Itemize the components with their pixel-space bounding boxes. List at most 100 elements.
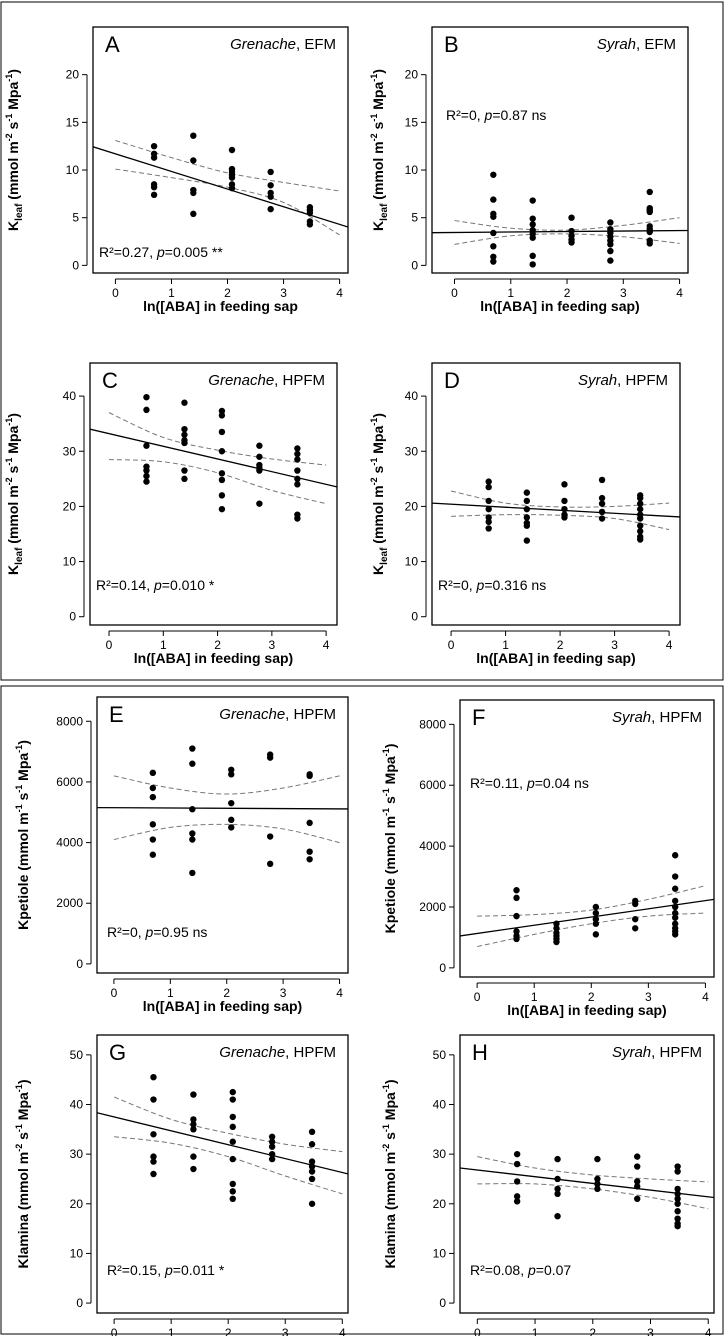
x-tick-label: 3	[620, 286, 627, 300]
regression-line	[97, 1112, 348, 1175]
y-tick-label: 20	[63, 499, 77, 513]
data-point	[143, 478, 150, 485]
panel-letter: E	[109, 702, 124, 727]
data-point	[594, 1175, 601, 1183]
data-point	[529, 197, 536, 204]
y-tick-label: 5	[411, 211, 418, 225]
plot-frame	[459, 1034, 715, 1314]
y-axis-label: Klamina (mmol m-2 s-1 Mpa-1)	[14, 1080, 31, 1269]
data-point	[256, 467, 263, 474]
y-tick-label: 40	[433, 1098, 447, 1112]
data-point	[190, 1091, 197, 1098]
y-tick-label: 2000	[56, 896, 83, 910]
x-tick-label: 0	[112, 286, 119, 300]
panel-b: 0 1 2 3 4 ln([ABA] in feeding sap) 0 5 10 15 20 Kle…	[369, 26, 689, 314]
data-point	[267, 193, 274, 200]
x-tick-label: 1	[168, 286, 175, 300]
data-point	[637, 522, 644, 529]
stat-annotation: R²=0.15, p=0.011 *	[107, 1262, 225, 1278]
ci-band-upper	[454, 217, 680, 231]
data-point	[634, 1178, 641, 1185]
data-point	[294, 475, 301, 483]
data-point	[150, 191, 158, 199]
data-point	[266, 754, 274, 761]
x-tick-label: 1	[532, 1326, 539, 1336]
data-point	[190, 157, 197, 164]
data-point	[228, 816, 235, 824]
data-point	[189, 745, 196, 752]
plot-area	[460, 1156, 714, 1210]
panel-letter: H	[472, 1040, 488, 1065]
data-point	[229, 1088, 236, 1096]
ci-band-lower	[477, 1183, 709, 1210]
data-point	[189, 830, 196, 837]
y-tick-label: 0	[76, 1296, 83, 1310]
data-point	[674, 1215, 681, 1222]
data-point	[150, 154, 158, 161]
y-tick-label: 20	[405, 68, 419, 82]
x-tick-label: 4	[666, 638, 673, 652]
data-point	[523, 497, 531, 505]
data-point	[594, 1185, 601, 1193]
data-point	[267, 182, 274, 189]
y-tick-label: 0	[69, 610, 76, 624]
x-tick-label: 1	[160, 638, 167, 652]
data-point	[637, 528, 644, 535]
data-point	[268, 1155, 276, 1163]
data-point	[671, 885, 679, 892]
data-point	[553, 938, 560, 946]
panel-cultivar: Grenache, HPFM	[219, 1044, 336, 1061]
data-point	[632, 915, 639, 923]
x-tick-label: 3	[647, 1326, 654, 1336]
panel-cultivar: Syrah, HPFM	[578, 372, 668, 389]
data-point	[149, 793, 157, 801]
data-point	[594, 1155, 601, 1163]
regression-line	[93, 146, 348, 228]
data-point	[143, 406, 150, 414]
x-axis-label: ln([ABA] in feeding sap)	[507, 1002, 666, 1018]
stat-annotation: R²=0, p=0.95 ns	[107, 924, 207, 940]
data-point	[228, 799, 235, 807]
regression-line	[432, 229, 688, 234]
data-point	[592, 931, 600, 938]
data-point	[598, 500, 606, 507]
panel-letter: F	[472, 705, 485, 730]
data-point	[554, 1190, 561, 1198]
data-point	[218, 407, 226, 415]
data-point	[671, 873, 679, 880]
y-tick-label: 50	[70, 1048, 84, 1062]
y-tick-label: 0	[76, 957, 83, 971]
y-tick-label: 50	[433, 1048, 447, 1062]
data-point	[256, 442, 263, 449]
x-tick-label: 3	[611, 638, 618, 652]
data-point	[554, 1185, 561, 1193]
y-axis-label: Kleaf (mmol m-2 s-1 Mpa-1)	[4, 69, 25, 231]
y-tick-label: 6000	[56, 775, 83, 789]
data-point	[513, 928, 520, 935]
top-section-frame	[0, 1, 724, 681]
data-point	[150, 1131, 157, 1138]
plot-area	[97, 775, 348, 844]
y-tick-label: 40	[63, 389, 77, 403]
data-point	[637, 494, 644, 502]
panels: 0 1 2 3 4ln([ABA] in feeding sap05101520Klea…	[4, 26, 715, 1336]
panel-f: 0 1 2 3 4 ln([ABA] in feeding sap) 0 2000 4000 60…	[381, 699, 715, 1018]
data-point	[306, 221, 314, 228]
data-point	[674, 1185, 681, 1193]
y-tick-label: 20	[66, 68, 80, 82]
data-point	[485, 478, 492, 485]
data-point	[490, 196, 497, 203]
ci-band-upper	[450, 490, 670, 508]
data-point	[229, 1096, 236, 1103]
x-tick-label: 4	[336, 986, 343, 1000]
data-point	[554, 1175, 561, 1183]
data-point	[190, 1116, 197, 1123]
y-tick-label: 0	[72, 258, 79, 272]
y-tick-label: 6000	[419, 778, 446, 792]
data-point	[554, 1212, 561, 1220]
data-point	[490, 171, 497, 178]
data-point	[513, 1198, 521, 1205]
data-point	[561, 514, 568, 521]
x-tick-label: 4	[702, 990, 709, 1004]
